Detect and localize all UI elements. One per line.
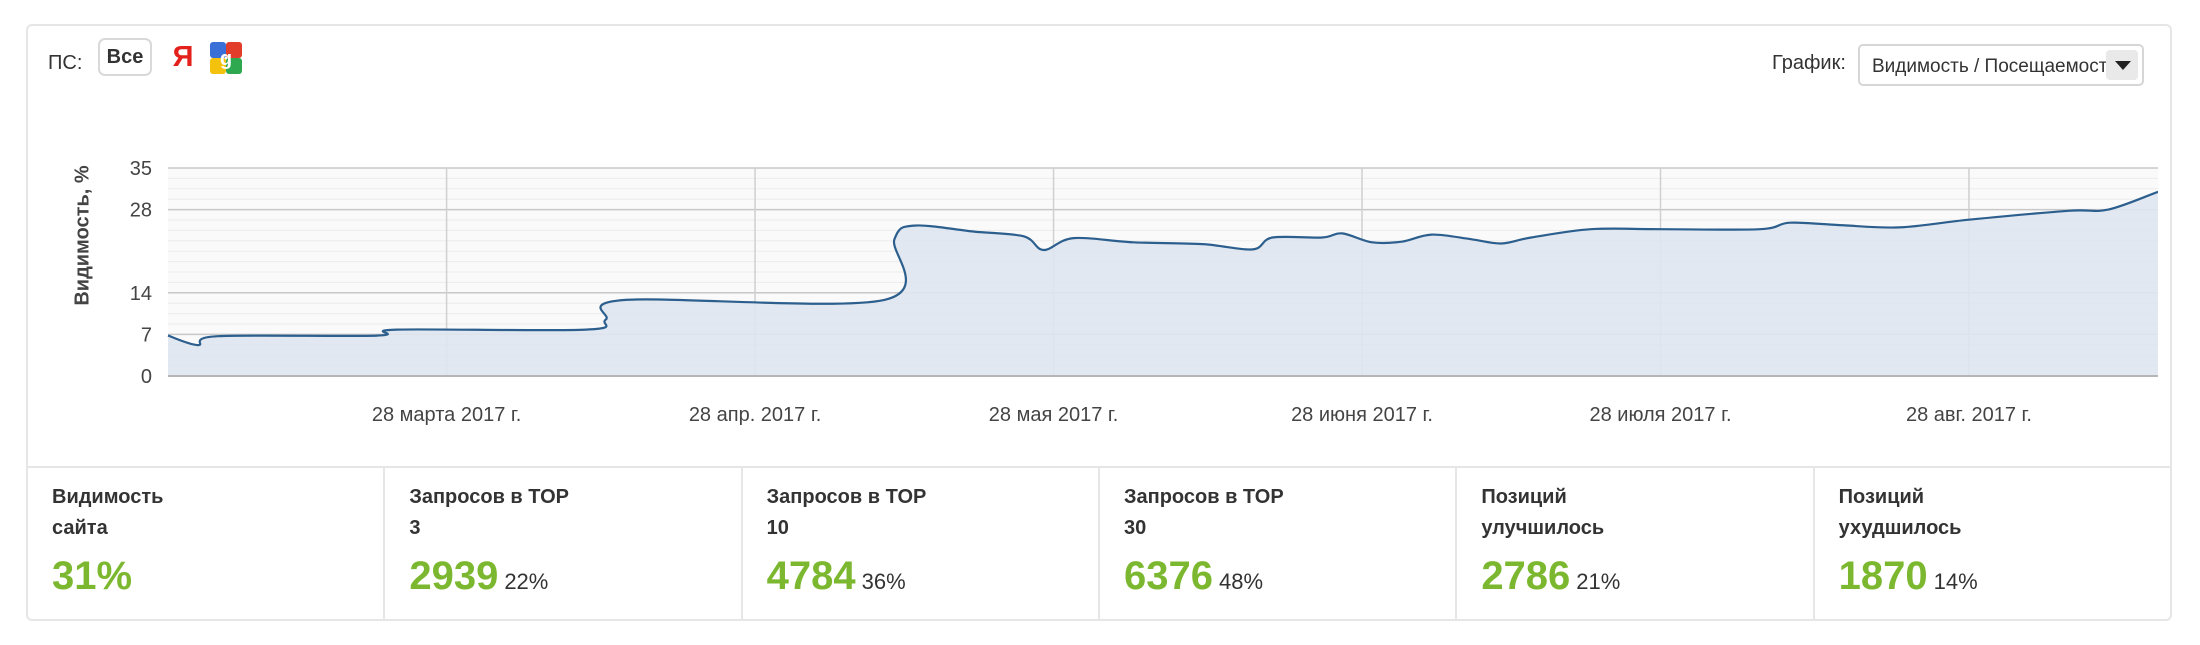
x-tick-label: 28 мая 2017 г. xyxy=(989,404,1119,426)
stat-label: Позиций улучшилось xyxy=(1481,486,1605,539)
yandex-icon[interactable]: Я xyxy=(172,41,194,73)
stat-value: 2939 xyxy=(409,554,499,598)
visibility-card: ПС: Все Я g График: Видимость / Посещаем… xyxy=(26,24,2172,621)
visibility-chart: 0 7 14 28 35 28 марта 2017 г. 28 апр. 2017 г. 2… xyxy=(130,158,2158,426)
stat-percent: 21% xyxy=(1576,569,1621,594)
stat-percent: 14% xyxy=(1933,569,1978,594)
stat-label: Запросов в TOP 10 xyxy=(766,486,926,539)
stat-label: Запросов в TOP 3 xyxy=(409,486,569,539)
x-tick-label: 28 июля 2017 г. xyxy=(1589,404,1731,426)
stat-top3: Запросов в TOP 3 2939 22% xyxy=(385,468,743,621)
series-area xyxy=(168,191,2158,376)
y-tick-label: 35 xyxy=(130,158,152,180)
search-engine-all-button[interactable]: Все xyxy=(98,38,152,76)
google-icon[interactable]: g xyxy=(210,42,242,74)
stat-value: 1870 xyxy=(1838,554,1928,598)
y-tick-label: 7 xyxy=(141,324,152,346)
graph-type-label: График: xyxy=(1772,52,1846,74)
graph-type-select-value: Видимость / Посещаемость xyxy=(1872,56,2110,77)
search-engine-label: ПС: xyxy=(48,52,83,74)
x-tick-label: 28 июня 2017 г. xyxy=(1291,404,1433,426)
stat-label: Позиций ухудшилось xyxy=(1838,486,1962,539)
y-tick-label: 14 xyxy=(130,283,152,305)
x-tick-label: 28 авг. 2017 г. xyxy=(1906,404,2032,426)
stat-percent: 22% xyxy=(504,569,549,594)
stat-visibility: Видимость сайта 31% xyxy=(28,468,386,621)
series-line xyxy=(167,190,2158,347)
stat-improved: Позиций улучшилось 2786 21% xyxy=(1457,468,1815,621)
stat-value: 31% xyxy=(52,554,133,598)
svg-text:g: g xyxy=(220,48,232,70)
stat-percent: 48% xyxy=(1218,569,1264,594)
stat-label: Видимость сайта xyxy=(52,486,164,539)
stat-value: 6376 xyxy=(1123,554,1213,598)
graph-type-select[interactable]: Видимость / Посещаемость xyxy=(1858,44,2144,86)
stat-worsened: Позиций ухудшилось 1870 14% xyxy=(1815,468,2170,621)
stat-top30: Запросов в TOP 30 6376 48% xyxy=(1100,468,1458,621)
stat-top10: Запросов в TOP 10 4784 36% xyxy=(743,468,1100,621)
stat-value: 2786 xyxy=(1481,554,1571,598)
stat-percent: 36% xyxy=(861,569,906,594)
x-tick-label: 28 марта 2017 г. xyxy=(372,404,521,426)
stats-bar: Видимость сайта 31% Запросов в TOP 3 293… xyxy=(28,466,2170,621)
x-tick-label: 28 апр. 2017 г. xyxy=(689,404,821,426)
chevron-down-icon[interactable] xyxy=(2106,50,2138,80)
stat-value: 4784 xyxy=(766,554,856,598)
y-tick-label: 0 xyxy=(141,366,152,388)
stat-label: Запросов в TOP 30 xyxy=(1123,486,1284,539)
y-tick-label: 28 xyxy=(130,200,152,222)
